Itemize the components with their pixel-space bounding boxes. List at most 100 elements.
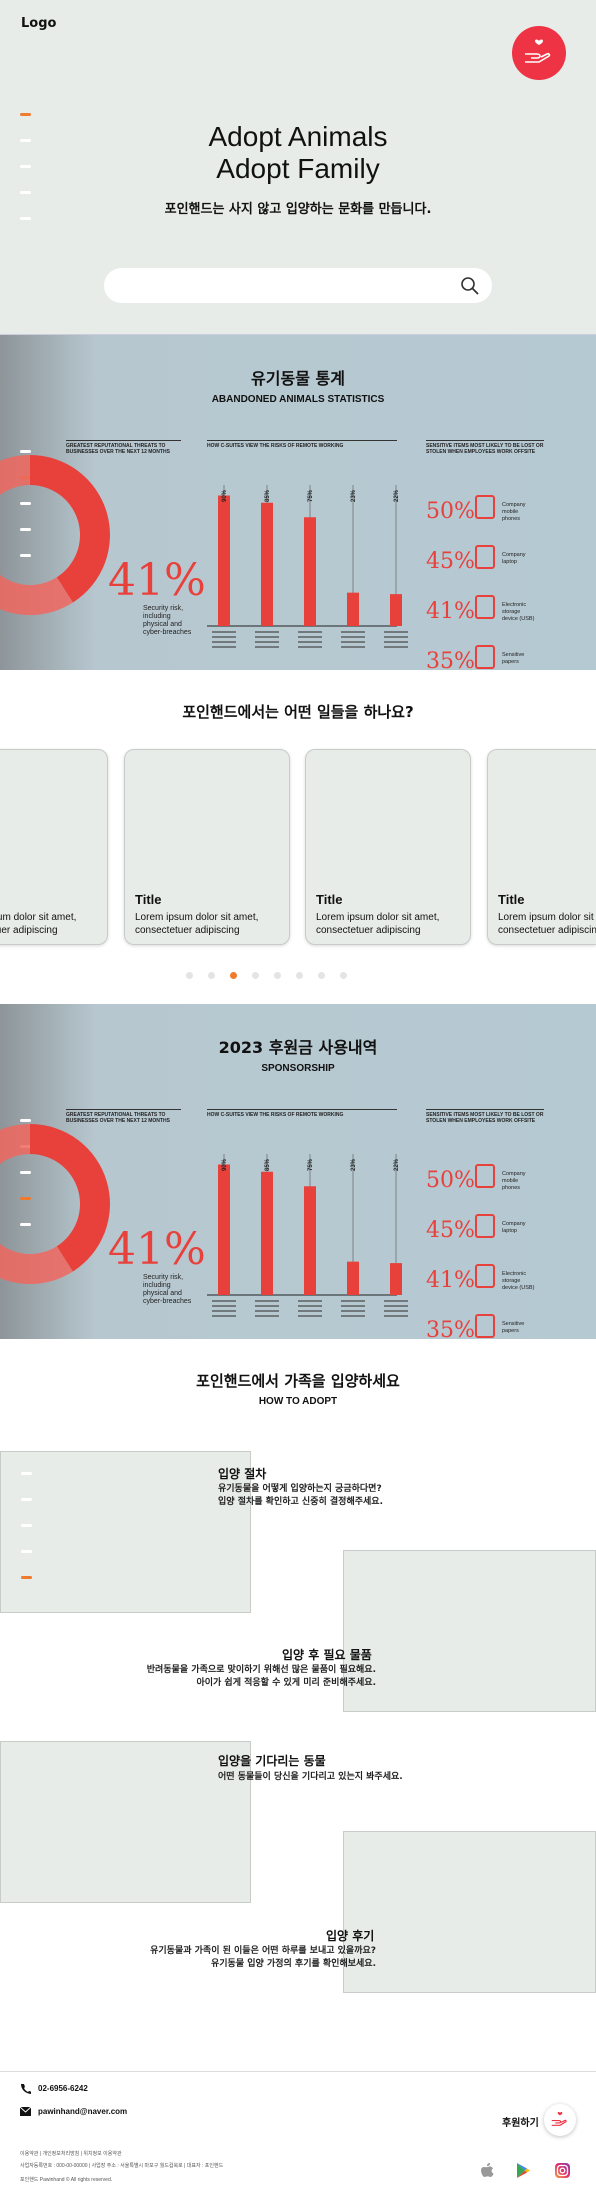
adopt-step-title[interactable]: 입양 절차	[218, 1467, 267, 1481]
item-label: storage	[502, 1278, 520, 1284]
item-icon	[475, 1264, 495, 1288]
chart-bar	[218, 1164, 230, 1295]
item-percent: 50%	[426, 1168, 475, 1193]
card-description: Lorem ipsum dolor sit amet,consectetuer …	[498, 912, 596, 936]
adopt-step-title[interactable]: 입양 후기	[326, 1929, 375, 1943]
section-title: 유기동물 통계	[251, 369, 345, 388]
work-heading: 포인핸드에서는 어떤 일들을 하나요?	[182, 703, 414, 721]
chart-bar	[347, 592, 359, 626]
card-description: Lorem ipsum dolor sit amet,consectetuer …	[135, 912, 259, 936]
search-icon[interactable]	[460, 276, 480, 296]
donut-caption: Security risk,	[143, 605, 183, 612]
item-label: laptop	[502, 559, 517, 565]
bar-value-label: 90%	[222, 1158, 228, 1171]
item-icon	[475, 545, 495, 569]
adopt-indicator[interactable]	[21, 1472, 35, 1602]
panel-heading: HOW C-SUITES VIEW THE RISKS OF REMOTE WO…	[207, 440, 397, 449]
hand-heart-icon	[525, 39, 551, 63]
bar-value-label: 75%	[308, 1158, 314, 1171]
adopt-step-desc: 유기동물과 가족이 된 이들은 어떤 하루를 보내고 있을까요? 유기동물 입양 …	[150, 1946, 376, 1969]
search-bar[interactable]	[104, 268, 492, 303]
item-label: storage	[502, 609, 520, 615]
big-percent: 41%	[108, 1224, 206, 1275]
phone-icon	[21, 2084, 31, 2094]
item-icon	[475, 1314, 495, 1338]
item-label: Sensitive	[502, 1321, 524, 1327]
card-title: Title	[498, 892, 525, 907]
big-percent: 41%	[108, 555, 206, 606]
panel-heading: GREATEST REPUTATIONAL THREATS TO BUSINES…	[66, 440, 181, 455]
item-percent: 41%	[426, 599, 475, 624]
card-pager[interactable]	[186, 966, 362, 984]
hand-heart-icon	[551, 2112, 567, 2126]
work-card[interactable]: Lorem ipsum dolor sit amet,consectetuer …	[0, 749, 108, 945]
adopt-heading: 포인핸드에서 가족을 입양하세요	[196, 1372, 400, 1390]
google-play-icon[interactable]	[516, 2163, 530, 2178]
chart-bar	[261, 1171, 273, 1295]
item-percent: 35%	[426, 1318, 475, 1339]
adopt-subtitle: HOW TO ADOPT	[258, 1396, 338, 1407]
hero-title: Adopt Animals Adopt Family	[208, 121, 388, 184]
bar-value-label: 75%	[308, 489, 314, 502]
chart-bar	[347, 1261, 359, 1295]
hero-slide-indicator[interactable]	[20, 113, 34, 243]
donut-slice	[30, 1124, 110, 1272]
bar-value-label: 23%	[351, 1158, 357, 1171]
work-card[interactable]: Title Lorem ipsum dolor sit amet,consect…	[487, 749, 596, 945]
donate-hand-button[interactable]	[512, 26, 566, 80]
adopt-image-placeholder	[0, 1451, 251, 1613]
chart-bar	[304, 517, 316, 626]
donut-caption: cyber-breaches	[143, 1298, 192, 1305]
item-label: device (USB)	[502, 616, 535, 622]
instagram-icon[interactable]	[555, 2163, 570, 2178]
card-description: Lorem ipsum dolor sit amet,consectetuer …	[0, 912, 77, 936]
footer-legal-links[interactable]: 이용약관 | 개인정보처리방침 | 위치정보 이용약관	[20, 2151, 122, 2157]
work-card[interactable]: Title Lorem ipsum dolor sit amet,consect…	[305, 749, 471, 945]
bar-value-label: 85%	[265, 1158, 271, 1171]
work-card[interactable]: Title Lorem ipsum dolor sit amet,consect…	[124, 749, 290, 945]
footer-copyright: 포인핸드 Pawinhand © All rights reserved.	[20, 2177, 113, 2183]
card-description: Lorem ipsum dolor sit amet,consectetuer …	[316, 912, 440, 936]
sponsorship-section: 2023 후원금 사용내역 SPONSORSHIP GREATEST REPUTAT…	[0, 1004, 596, 1339]
item-label: Electronic	[502, 602, 526, 608]
item-percent: 35%	[426, 649, 475, 670]
bar-value-label: 85%	[265, 489, 271, 502]
donate-button[interactable]	[544, 2104, 576, 2136]
item-label: laptop	[502, 1228, 517, 1234]
donut-caption: including	[143, 613, 171, 620]
donate-label[interactable]: 후원하기	[502, 2118, 539, 2129]
chart-bar	[218, 495, 230, 626]
item-label: Company	[502, 502, 526, 508]
item-icon	[475, 495, 495, 519]
chart-bar	[261, 502, 273, 626]
item-label: Company	[502, 1171, 526, 1177]
donut-slice	[30, 455, 110, 603]
section-title: 2023 후원금 사용내역	[218, 1038, 378, 1057]
donut-slice	[0, 1124, 73, 1284]
donut-caption: physical and	[143, 1290, 182, 1297]
adopt-step-desc: 반려동물을 가족으로 맞이하기 위해선 많은 물품이 필요해요. 아이가 쉽게 적…	[146, 1665, 376, 1688]
adopt-step-title[interactable]: 입양 후 필요 물품	[282, 1648, 372, 1662]
chart-bar	[390, 594, 402, 626]
footer-phone[interactable]: 02-6956-6242	[38, 2084, 88, 2093]
footer-email[interactable]: pawinhand@naver.com	[38, 2107, 128, 2116]
bar-value-label: 22%	[394, 489, 400, 502]
item-label: papers	[502, 659, 519, 665]
adopt-image-placeholder	[0, 1741, 251, 1903]
donut-caption: physical and	[143, 621, 182, 628]
item-label: mobile	[502, 1178, 518, 1184]
footer	[0, 2071, 596, 2205]
adopt-step-desc: 유기동물을 어떻게 입양하는지 궁금하다면? 입양 절차를 확인하고 신중히 결정…	[218, 1484, 383, 1507]
apple-icon[interactable]	[481, 2163, 494, 2178]
panel-heading: SENSITIVE ITEMS MOST LIKELY TO BE LOST O…	[426, 1109, 544, 1124]
adopt-image-placeholder	[343, 1550, 596, 1712]
bar-value-label: 90%	[222, 489, 228, 502]
donut-caption: including	[143, 1282, 171, 1289]
item-label: phones	[502, 516, 520, 522]
logo[interactable]: Logo	[21, 16, 57, 31]
adopt-step-title[interactable]: 입양을 기다리는 동물	[218, 1754, 326, 1768]
mail-icon	[20, 2107, 31, 2116]
card-title: Title	[316, 892, 343, 907]
item-icon	[475, 1214, 495, 1238]
